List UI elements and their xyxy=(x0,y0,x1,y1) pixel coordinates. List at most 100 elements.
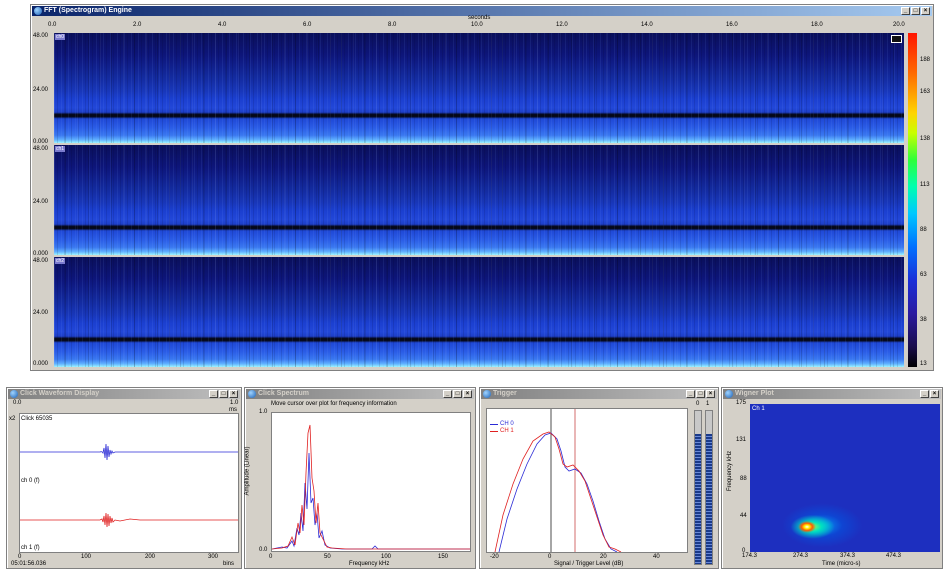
ch1-histogram xyxy=(494,431,622,552)
x-tick: 4.0 xyxy=(218,22,227,28)
level-meter-0 xyxy=(694,410,702,565)
ch1-spectrum xyxy=(272,424,470,550)
channel-tag: ch0 xyxy=(55,34,66,40)
minimize-button[interactable]: _ xyxy=(920,390,929,398)
waveform-x-unit: bins xyxy=(223,561,235,567)
wigner-channel-tag: Ch 1 xyxy=(752,406,765,412)
window-controls: _ □ × xyxy=(901,7,930,15)
trigger-x-tick: 0 xyxy=(548,554,552,560)
spectrum-traces xyxy=(272,424,470,550)
y-tick: 24.00 xyxy=(33,310,49,316)
y-tick: 24.00 xyxy=(33,199,49,205)
colorbar-tick: 88 xyxy=(920,227,927,233)
x-axis-label: seconds xyxy=(468,15,491,21)
x-tick: 14.0 xyxy=(641,22,653,28)
waveform-top-unit: ms xyxy=(229,407,237,413)
y-tick: 0.000 xyxy=(33,251,49,257)
trigger-titlebar[interactable]: Trigger _ □ × xyxy=(481,389,717,399)
close-button[interactable]: × xyxy=(463,390,472,398)
ch0-histogram xyxy=(498,432,618,552)
colorbar-tick: 13 xyxy=(920,361,927,367)
wigner-x-label: Time (micro-s) xyxy=(822,561,861,567)
trigger-plot[interactable]: CH 0 CH 1 xyxy=(486,408,688,553)
wigner-y-tick: 131 xyxy=(736,437,747,443)
waveform-x-tick: 100 xyxy=(81,554,92,560)
y-tick: 48.00 xyxy=(33,146,49,152)
app-icon xyxy=(248,390,256,398)
trigger-title: Trigger xyxy=(493,390,517,397)
spectrogram-channel-2[interactable] xyxy=(54,257,904,367)
close-button[interactable]: × xyxy=(921,7,930,15)
spectrum-titlebar[interactable]: Click Spectrum _ □ × xyxy=(246,389,474,399)
x-tick: 18.0 xyxy=(811,22,823,28)
waveform-y-exponent: x2 xyxy=(9,416,16,422)
waveform-x-tick: 0 xyxy=(18,554,22,560)
waveform-plot[interactable]: Click 65035 ch 0 (f) ch 1 (f) xyxy=(19,413,239,553)
close-button[interactable]: × xyxy=(706,390,715,398)
click-label: Click 65035 xyxy=(21,416,53,422)
spectrogram-channel-0[interactable] xyxy=(54,33,904,143)
wigner-plot[interactable]: Ch 1 xyxy=(750,404,940,552)
ch0-spectrum xyxy=(272,452,470,550)
x-tick: 20.0 xyxy=(893,22,905,28)
ch0-waveform xyxy=(20,443,238,461)
colorbar-tick: 113 xyxy=(920,182,930,188)
spectrum-title: Click Spectrum xyxy=(258,390,309,397)
spectrum-x-tick: 50 xyxy=(324,554,331,560)
x-tick: 16.0 xyxy=(726,22,738,28)
y-tick: 24.00 xyxy=(33,87,49,93)
colorbar-settings-icon[interactable] xyxy=(891,35,902,43)
close-button[interactable]: × xyxy=(229,390,238,398)
waveform-titlebar[interactable]: Click Waveform Display _ □ × xyxy=(8,389,240,399)
wigner-x-tick: 474.3 xyxy=(886,553,902,559)
maximize-button[interactable]: □ xyxy=(219,390,228,398)
waveform-title: Click Waveform Display xyxy=(20,390,100,397)
x-tick: 2.0 xyxy=(133,22,142,28)
y-tick: 0.000 xyxy=(33,361,49,367)
spectrum-plot[interactable] xyxy=(271,412,471,552)
minimize-button[interactable]: _ xyxy=(686,390,695,398)
trigger-legend: CH 0 CH 1 xyxy=(490,421,514,434)
spectrum-y-tick: 0.0 xyxy=(259,547,268,553)
level-meter-1 xyxy=(705,410,713,565)
colorbar-tick: 138 xyxy=(920,136,931,142)
minimize-button[interactable]: _ xyxy=(209,390,218,398)
wigner-y-tick: 88 xyxy=(740,476,747,482)
waveform-traces xyxy=(20,443,238,528)
spectrum-x-tick: 0 xyxy=(269,554,273,560)
minimize-button[interactable]: _ xyxy=(901,7,910,15)
maximize-button[interactable]: □ xyxy=(453,390,462,398)
ch1-waveform xyxy=(20,512,238,528)
wigner-titlebar[interactable]: Wigner Plot _ × xyxy=(723,389,941,399)
window-controls: _ □ × xyxy=(686,390,715,398)
ch0-label: ch 0 (f) xyxy=(21,478,40,484)
y-tick: 48.00 xyxy=(33,258,49,264)
close-button[interactable]: × xyxy=(930,390,939,398)
spectrogram-channel-1[interactable] xyxy=(54,145,904,255)
trigger-x-tick: 40 xyxy=(653,554,660,560)
spectrum-x-tick: 100 xyxy=(381,554,392,560)
wigner-x-tick: 274.3 xyxy=(793,553,809,559)
wigner-x-tick: 374.3 xyxy=(840,553,856,559)
spectrum-info: Move cursor over plot for frequency info… xyxy=(271,401,397,407)
waveform-top-tick: 0.0 xyxy=(13,400,22,406)
x-tick: 12.0 xyxy=(556,22,568,28)
spectrogram-titlebar[interactable]: FFT (Spectrogram) Engine _ □ × xyxy=(32,6,932,16)
waveform-window: Click Waveform Display _ □ × 0.0 1.0 ms … xyxy=(6,387,242,569)
waveform-top-tick: 1.0 xyxy=(230,400,239,406)
maximize-button[interactable]: □ xyxy=(911,7,920,15)
meter-label: 0 xyxy=(696,401,700,407)
channel-tag: ch2 xyxy=(55,258,66,264)
maximize-button[interactable]: □ xyxy=(696,390,705,398)
minimize-button[interactable]: _ xyxy=(443,390,452,398)
x-tick: 0.0 xyxy=(48,22,57,28)
x-tick: 6.0 xyxy=(303,22,312,28)
spectrum-y-tick: 1.0 xyxy=(259,409,268,415)
wigner-y-label: Frequency kHz xyxy=(727,450,734,492)
colorbar-tick: 188 xyxy=(920,57,931,63)
window-controls: _ □ × xyxy=(209,390,238,398)
app-icon xyxy=(725,390,733,398)
legend-ch0-label: CH 0 xyxy=(500,421,514,427)
trigger-window: Trigger _ □ × CH 0 CH 1 -20 0 20 40 Sign… xyxy=(479,387,719,569)
level-meter-1-fill xyxy=(706,433,712,564)
